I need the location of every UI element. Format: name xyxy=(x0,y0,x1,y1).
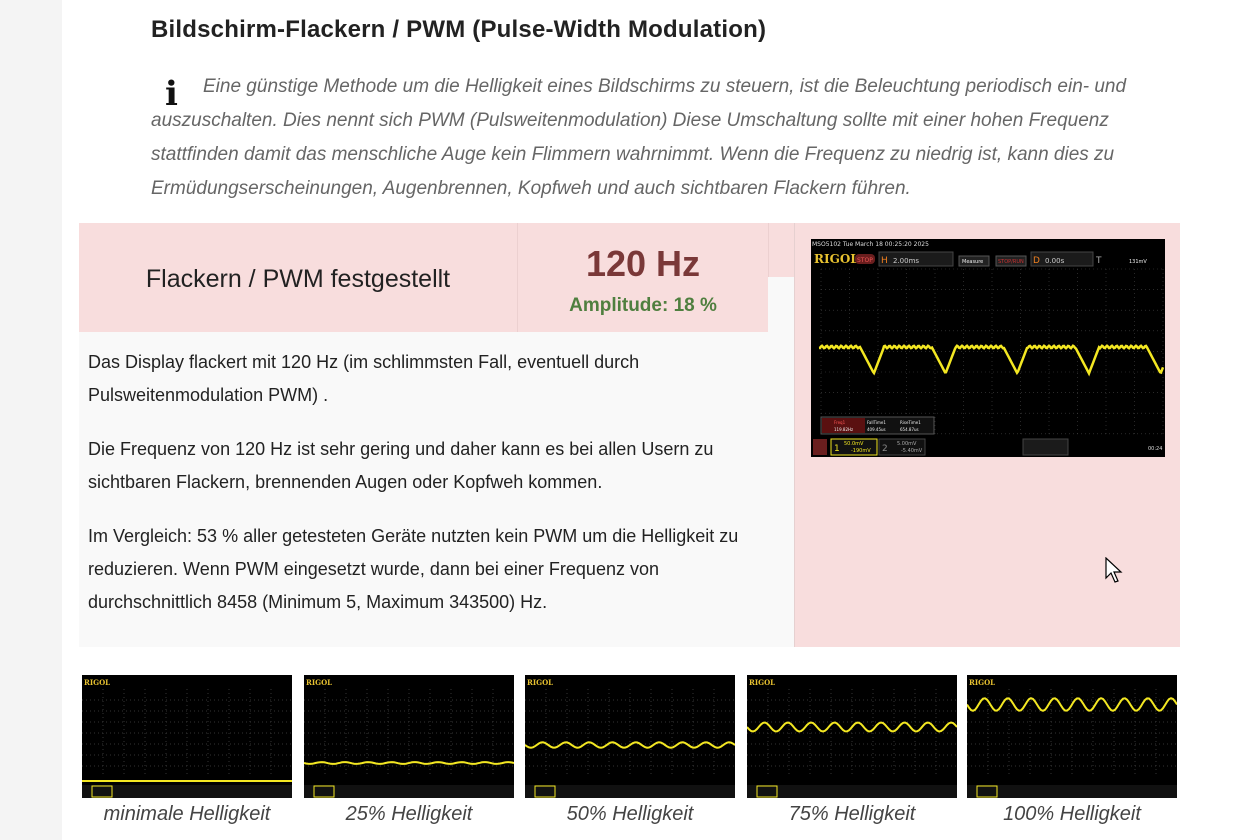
thumbnail-caption: 50% Helligkeit xyxy=(566,803,694,825)
paragraph: Die Frequenz von 120 Hz ist sehr gering … xyxy=(88,439,714,492)
brightness-oscilloscope-thumbnail[interactable]: RIGOL xyxy=(747,675,957,798)
paragraph: Das Display flackert mit 120 Hz (im schl… xyxy=(88,352,640,405)
brightness-oscilloscope-thumbnail[interactable]: RIGOL xyxy=(304,675,514,798)
waveform-trace xyxy=(967,697,1177,712)
cell-spacer xyxy=(768,223,794,277)
svg-text:119.82Hz: 119.82Hz xyxy=(834,427,853,432)
svg-text:2: 2 xyxy=(882,444,888,454)
svg-text:1: 1 xyxy=(834,444,840,454)
info-icon: i xyxy=(165,74,178,114)
waveform-trace xyxy=(304,761,514,765)
svg-text:654.87us: 654.87us xyxy=(900,427,919,432)
brightness-oscilloscope-thumbnail[interactable]: RIGOL xyxy=(82,675,292,798)
svg-text:-5.40mV: -5.40mV xyxy=(901,448,923,454)
mouse-cursor xyxy=(1105,557,1123,583)
svg-text:STOP: STOP xyxy=(857,257,873,264)
scope-brand: RIGOL xyxy=(306,678,332,687)
brightness-oscilloscope-thumbnail[interactable]: RIGOL xyxy=(525,675,735,798)
section-heading: Bildschirm-Flackern / PWM (Pulse-Width M… xyxy=(151,16,767,43)
svg-text:H: H xyxy=(881,256,888,266)
svg-text:00:24: 00:24 xyxy=(1148,446,1162,452)
svg-text:Freq1: Freq1 xyxy=(834,420,846,425)
svg-text:-190mV: -190mV xyxy=(851,448,871,454)
svg-text:2.00ms: 2.00ms xyxy=(893,257,919,265)
svg-text:131mV: 131mV xyxy=(1129,259,1147,265)
svg-text:409.45us: 409.45us xyxy=(867,427,886,432)
pwm-amplitude: Amplitude: 18 % xyxy=(569,295,717,316)
intro-text: Eine günstige Methode um die Helligkeit … xyxy=(151,76,1127,199)
svg-text:FallTime1: FallTime1 xyxy=(867,420,886,425)
pwm-frequency: 120 Hz xyxy=(585,243,701,284)
scope-brand: RIGOL xyxy=(969,678,995,687)
thumbnail-caption: 25% Helligkeit xyxy=(345,803,473,825)
brightness-oscilloscope-thumbnail[interactable]: RIGOL xyxy=(967,675,1177,798)
thumbnail-caption: 100% Helligkeit xyxy=(1003,803,1141,825)
paragraph: Im Vergleich: 53 % aller getesteten Gerä… xyxy=(88,526,739,612)
svg-text:T: T xyxy=(1095,256,1102,266)
svg-text:D: D xyxy=(1033,256,1040,266)
svg-text:50.0mV: 50.0mV xyxy=(844,441,864,447)
thumbnail-caption: 75% Helligkeit xyxy=(788,803,916,825)
scope-brand: RIGOL xyxy=(527,678,553,687)
waveform-trace xyxy=(525,741,735,749)
result-description: Das Display flackert mit 120 Hz (im schl… xyxy=(79,332,794,654)
scope-brand: RIGOL xyxy=(814,252,859,266)
svg-text:0.00s: 0.00s xyxy=(1045,257,1065,265)
pwm-result-table: Flackern / PWM festgestellt 120 Hz Ampli… xyxy=(79,223,1180,647)
oscilloscope-screenshot[interactable]: MSO5102 Tue March 18 00:25:20 2025 RIGOL… xyxy=(811,239,1165,457)
result-label: Flackern / PWM festgestellt xyxy=(79,223,517,332)
waveform-trace xyxy=(747,721,957,733)
svg-text:STOP/RUN: STOP/RUN xyxy=(998,259,1024,265)
result-value-cell: 120 Hz Amplitude: 18 % xyxy=(517,223,768,332)
svg-text:RiseTime1: RiseTime1 xyxy=(900,420,921,425)
left-sidebar xyxy=(0,0,62,840)
svg-text:5.00mV: 5.00mV xyxy=(897,441,917,447)
svg-text:Measure: Measure xyxy=(962,259,983,265)
svg-text:MSO5102 Tue March 18 00:25:20: MSO5102 Tue March 18 00:25:20 2025 xyxy=(812,241,929,248)
scope-brand: RIGOL xyxy=(749,678,775,687)
waveform-trace xyxy=(818,344,1165,377)
scope-brand: RIGOL xyxy=(84,678,110,687)
thumbnail-caption: minimale Helligkeit xyxy=(103,803,271,825)
